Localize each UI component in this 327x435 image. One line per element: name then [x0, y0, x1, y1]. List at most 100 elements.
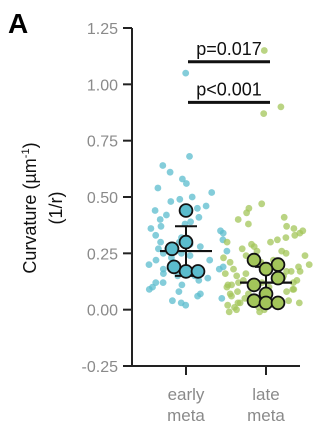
y-axis-label-superscript: -1	[20, 148, 32, 158]
data-point	[282, 234, 290, 242]
data-point	[285, 297, 292, 305]
data-point	[283, 268, 290, 275]
y-tick-label: 1.25	[87, 21, 118, 38]
data-point	[194, 204, 201, 212]
data-point	[195, 277, 203, 284]
significance-label: p=0.017	[196, 39, 262, 59]
data-point	[187, 218, 195, 226]
replicate-point	[270, 295, 286, 311]
data-point	[235, 279, 242, 286]
data-point	[160, 270, 167, 277]
replicate-point	[270, 270, 286, 286]
data-point	[283, 288, 290, 295]
data-point	[283, 222, 290, 230]
data-point	[267, 238, 274, 246]
data-point	[228, 292, 235, 300]
data-point	[167, 198, 175, 205]
data-point	[258, 200, 266, 208]
data-point	[204, 274, 212, 282]
y-tick-label: -0.25	[82, 359, 119, 376]
replicate-point	[246, 293, 262, 309]
data-point	[152, 256, 160, 264]
x-category-label: meta	[247, 406, 285, 425]
data-point	[221, 270, 229, 277]
x-axis: early meta late meta	[132, 365, 300, 425]
data-point	[223, 247, 231, 255]
data-point	[241, 295, 249, 302]
data-point	[152, 231, 160, 239]
data-point	[175, 288, 183, 295]
replicate-point	[246, 277, 262, 293]
x-category-label: early	[168, 385, 205, 404]
data-point	[224, 301, 232, 309]
data-point	[157, 238, 165, 246]
replicate-point	[258, 295, 274, 311]
data-point	[256, 308, 263, 316]
data-point	[195, 213, 203, 221]
data-point	[274, 236, 281, 244]
y-axis-label-line2: (1/r)	[46, 192, 66, 225]
y-tick-label: 0.25	[87, 246, 118, 263]
data-point	[147, 225, 155, 232]
y-axis-label-main: Curvature (µm	[20, 158, 40, 273]
data-point	[291, 231, 299, 239]
data-point	[206, 256, 214, 264]
data-point	[176, 195, 184, 203]
replicate-point	[246, 252, 262, 268]
data-point	[182, 301, 190, 309]
data-point	[220, 254, 227, 262]
replicate-point	[164, 241, 180, 257]
y-axis: -0.25 0.00 0.25 0.50 0.75 1.00 1.25	[82, 21, 133, 376]
data-point	[182, 69, 190, 77]
replicate-point	[166, 259, 182, 275]
data-point	[157, 222, 165, 230]
significance-label: p<0.001	[196, 79, 262, 99]
significance-annotations: p=0.017 p<0.001	[188, 39, 270, 104]
data-point	[188, 193, 196, 201]
data-point	[202, 202, 210, 210]
data-point	[233, 272, 241, 280]
data-point	[186, 153, 193, 160]
data-point	[234, 216, 242, 223]
x-category-label: late	[252, 385, 279, 404]
replicate-point	[190, 264, 206, 279]
y-axis-label-line1: Curvature (µm-1)	[20, 142, 40, 273]
data-point	[295, 299, 303, 307]
y-tick-label: 0.00	[87, 303, 118, 320]
data-point	[218, 295, 226, 302]
data-point	[277, 103, 285, 111]
data-point	[156, 216, 164, 223]
data-point	[178, 281, 186, 289]
data-point	[196, 243, 204, 251]
data-point	[179, 175, 186, 183]
data-point	[290, 286, 298, 293]
data-point	[238, 245, 246, 253]
data-point	[186, 252, 194, 259]
replicate-point	[270, 257, 286, 272]
data-point	[301, 252, 309, 259]
y-tick-label: 1.00	[87, 77, 118, 94]
data-point	[260, 47, 268, 54]
x-category-label: meta	[167, 406, 205, 425]
replicate-point	[178, 203, 194, 218]
y-tick-label: 0.50	[87, 190, 118, 207]
data-point	[159, 279, 167, 286]
summary-statistics	[160, 203, 292, 311]
data-point	[305, 261, 313, 268]
data-point	[233, 306, 240, 314]
data-point	[230, 265, 237, 273]
data-point	[151, 207, 159, 214]
data-point	[260, 110, 268, 117]
replicate-point	[178, 264, 194, 279]
data-point	[223, 238, 231, 246]
data-point	[219, 229, 227, 237]
data-point	[225, 308, 233, 316]
data-point	[183, 180, 190, 187]
replicate-point	[178, 234, 194, 250]
data-point	[282, 249, 290, 257]
data-point	[223, 283, 231, 291]
data-point	[159, 162, 167, 169]
data-point	[145, 286, 153, 293]
